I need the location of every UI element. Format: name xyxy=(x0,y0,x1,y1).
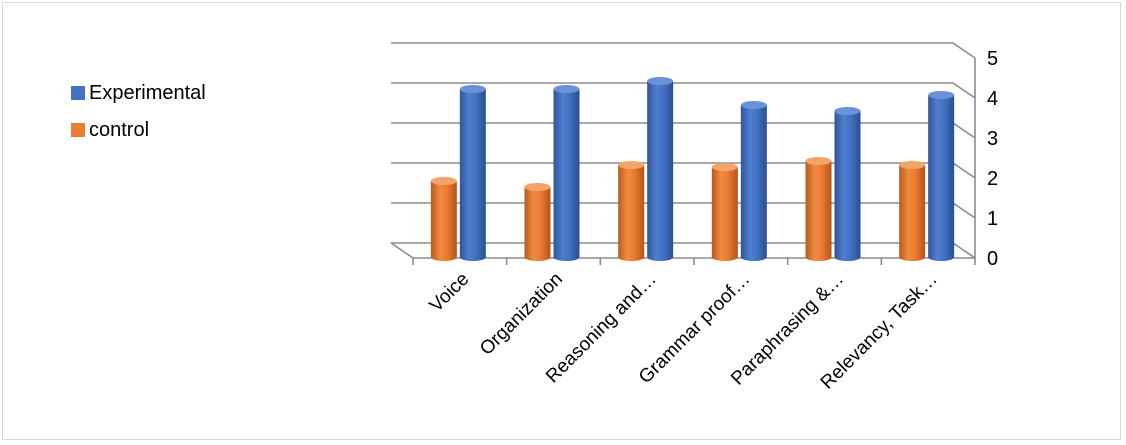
bar-control xyxy=(618,161,645,261)
bar-body xyxy=(834,111,861,261)
y-tick-label: 1 xyxy=(987,208,998,230)
bar-cap xyxy=(834,107,861,115)
bar-body xyxy=(524,187,551,261)
bar-cap xyxy=(647,77,674,85)
gridline-depth xyxy=(952,122,976,139)
gridline-depth xyxy=(952,42,976,59)
bar-cap xyxy=(899,161,926,169)
y-tick-label: 5 xyxy=(987,48,998,70)
bar-experimental xyxy=(834,107,861,261)
bar-body xyxy=(740,105,767,261)
bar-experimental xyxy=(740,101,767,261)
bar-body xyxy=(618,165,645,261)
gridline-depth xyxy=(952,202,976,219)
bar-control xyxy=(805,157,832,261)
y-tick-label: 0 xyxy=(987,248,998,270)
bar-body xyxy=(805,161,832,261)
chart-frame: 0 1 2 3 4 5 Voice Organization Reasoning and… Gr… xyxy=(2,2,1121,440)
bar-body xyxy=(553,89,580,261)
gridline-depth xyxy=(952,162,976,179)
floor-edge xyxy=(390,242,414,259)
legend: Experimental control xyxy=(71,82,206,141)
bar-control xyxy=(524,183,551,261)
bar-experimental xyxy=(928,91,955,261)
bar-control xyxy=(899,161,926,261)
bar-cap xyxy=(430,177,457,185)
legend-swatch xyxy=(71,86,85,100)
bar-body xyxy=(459,89,486,261)
bar-experimental xyxy=(553,85,580,261)
legend-swatch xyxy=(71,123,85,137)
bar-cap xyxy=(459,85,486,93)
y-tick-label: 2 xyxy=(987,168,998,190)
bar-body xyxy=(647,81,674,261)
bar-control xyxy=(430,177,457,261)
y-tick-label: 3 xyxy=(987,128,998,150)
bar-cap xyxy=(711,163,738,171)
bar-experimental xyxy=(647,77,674,261)
legend-label: Experimental xyxy=(89,82,206,104)
bar-body xyxy=(928,95,955,261)
bar-control xyxy=(711,163,738,261)
category-label: Organization xyxy=(476,269,567,360)
bar-body xyxy=(899,165,926,261)
bar-cap xyxy=(740,101,767,109)
bar-body xyxy=(430,181,457,261)
bar-cap xyxy=(524,183,551,191)
gridline-depth xyxy=(952,82,976,99)
value-axis: 0 1 2 3 4 5 xyxy=(412,48,998,270)
bar-experimental xyxy=(459,85,486,261)
gridline-depth xyxy=(952,242,976,259)
bar-cap xyxy=(805,157,832,165)
category-label: Voice xyxy=(426,269,474,317)
bar-cap xyxy=(618,161,645,169)
bars xyxy=(430,77,955,261)
bar-cap xyxy=(553,85,580,93)
bar-body xyxy=(711,167,738,261)
y-tick-label: 4 xyxy=(987,88,998,110)
bar-cap xyxy=(928,91,955,99)
legend-label: control xyxy=(89,119,149,141)
